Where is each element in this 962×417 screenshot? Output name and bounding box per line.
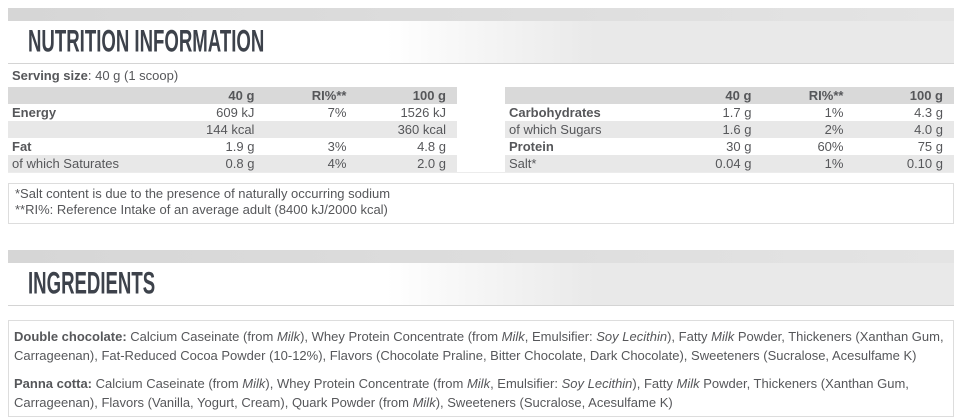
row-value: 0.04 g — [715, 156, 752, 171]
footnote-box: *Salt content is due to the presence of … — [8, 183, 954, 224]
row-value: 0.8 g — [225, 156, 255, 171]
row-label: Salt* — [509, 156, 537, 171]
nutrition-section: NUTRITION INFORMATION Serving size: 40 g… — [0, 8, 962, 224]
table-row: of which Sugars 1.6 g 2% 4.0 g — [505, 121, 954, 138]
row-value — [259, 121, 351, 138]
serving-size-row: Serving size: 40 g (1 scoop) — [8, 64, 954, 87]
row-value: 609 kJ — [216, 105, 255, 120]
row-value: 1% — [824, 105, 844, 120]
ingredients-paragraph: Double chocolate: Calcium Caseinate (fro… — [14, 327, 947, 365]
allergen-text: Soy Lecithin — [596, 329, 668, 344]
ingredient-text: ), Whey Protein Concentrate (from — [300, 329, 502, 344]
serving-size-value: : 40 g (1 scoop) — [87, 68, 179, 83]
column-header: 40 g — [671, 87, 757, 104]
row-value: 1526 kJ — [400, 105, 446, 120]
ingredient-text: , Emulsifier: — [524, 329, 597, 344]
ingredient-text: , Emulsifier: — [490, 376, 562, 391]
row-label: of which Sugars — [509, 122, 602, 137]
ingredient-text: Calcium Caseinate (from — [95, 376, 243, 391]
column-header: RI%** — [756, 87, 849, 104]
footnote-salt: *Salt content is due to the presence of … — [15, 186, 391, 201]
allergen-text: Milk — [501, 329, 525, 344]
column-header-empty — [8, 87, 175, 104]
allergen-text: Milk — [466, 376, 491, 391]
ingredients-band-gap — [0, 306, 962, 320]
row-value: 2.0 g — [417, 156, 446, 171]
table-row: Energy 609 kJ 7% 1526 kJ — [8, 104, 457, 121]
row-value: 0.10 g — [906, 156, 943, 171]
table-row: Salt* 0.04 g 1% 0.10 g — [505, 155, 954, 172]
column-header: RI%** — [259, 87, 352, 104]
row-value: 60% — [817, 139, 844, 154]
allergen-text: Milk — [242, 376, 266, 391]
row-label: of which Saturates — [12, 156, 119, 171]
row-label: Energy — [12, 105, 57, 120]
ingredient-text: ), Fatty — [632, 376, 677, 391]
allergen-text: Milk — [276, 329, 301, 344]
serving-size-label: Serving size — [12, 68, 88, 83]
column-header-empty — [505, 87, 672, 104]
table-header-row: 40 g RI%** 100 g — [8, 87, 457, 104]
table-row: 144 kcal 360 kcal — [8, 121, 457, 138]
row-value: 1.6 g — [722, 122, 752, 137]
row-value: 4.3 g — [914, 105, 943, 120]
allergen-text: Milk — [711, 329, 735, 344]
nutrition-tables: 40 g RI%** 100 g Energy 609 kJ 7% 1526 kJ 144 k… — [8, 87, 954, 173]
ingredient-variant-name: Double chocolate: — [14, 329, 131, 344]
ingredients-box: Double chocolate: Calcium Caseinate (fro… — [8, 320, 954, 417]
column-header: 100 g — [351, 87, 457, 104]
ingredients-title-band: INGREDIENTS — [8, 263, 954, 306]
column-header: 40 g — [174, 87, 260, 104]
ingredient-text: ), Sweeteners (Sucralose, Acesulfame K) — [435, 395, 673, 410]
ingredient-text: ), Fatty — [667, 329, 712, 344]
row-value: 4% — [327, 156, 347, 171]
table-row: Protein 30 g 60% 75 g — [505, 138, 954, 155]
nutrition-section-title: NUTRITION INFORMATION — [28, 24, 265, 59]
ingredients-paragraph: Panna cotta: Calcium Caseinate (from Mil… — [14, 374, 947, 412]
ingredient-text: ), Whey Protein Concentrate (from — [265, 376, 467, 391]
column-header: 100 g — [848, 87, 954, 104]
nutrition-top-strip — [8, 8, 954, 21]
row-value: 360 kcal — [397, 122, 446, 137]
ingredient-variant-name: Panna cotta: — [14, 376, 96, 391]
table-row: of which Saturates 0.8 g 4% 2.0 g — [8, 155, 457, 172]
row-value: 30 g — [726, 139, 752, 154]
nutrition-content: Serving size: 40 g (1 scoop) 40 g RI%** 10… — [8, 64, 954, 224]
ingredient-text: Powder, Thickeners (Xanthan Gum, Carrage… — [14, 329, 944, 363]
row-value: 1.7 g — [722, 105, 752, 120]
nutrition-table-left: 40 g RI%** 100 g Energy 609 kJ 7% 1526 kJ 144 k… — [8, 87, 457, 172]
row-value: 1.9 g — [225, 139, 255, 154]
row-value: 75 g — [917, 139, 943, 154]
row-label — [8, 121, 174, 138]
nutrition-title-band: NUTRITION INFORMATION — [8, 21, 954, 64]
row-label: Protein — [509, 139, 554, 154]
row-value: 144 kcal — [206, 122, 255, 137]
allergen-text: Soy Lecithin — [561, 376, 633, 391]
row-value: 4.0 g — [914, 122, 943, 137]
ingredients-section-title: INGREDIENTS — [28, 266, 156, 301]
row-label: Fat — [12, 139, 32, 154]
row-label: Carbohydrates — [509, 105, 601, 120]
row-value: 1% — [824, 156, 844, 171]
row-value: 4.8 g — [417, 139, 446, 154]
table-header-row: 40 g RI%** 100 g — [505, 87, 954, 104]
row-value: 7% — [327, 105, 347, 120]
row-value: 2% — [824, 122, 844, 137]
table-row: Fat 1.9 g 3% 4.8 g — [8, 138, 457, 155]
allergen-text: Milk — [676, 376, 700, 391]
footnote-ri: **RI%: Reference Intake of an average ad… — [15, 202, 388, 217]
ingredients-top-strip — [8, 250, 954, 263]
ingredients-section: INGREDIENTS Double chocolate: Calcium Ca… — [0, 250, 962, 417]
section-gap — [0, 224, 962, 250]
row-value: 3% — [327, 139, 347, 154]
table-row: Carbohydrates 1.7 g 1% 4.3 g — [505, 104, 954, 121]
ingredient-text: Calcium Caseinate (from — [130, 329, 277, 344]
allergen-text: Milk — [412, 395, 436, 410]
